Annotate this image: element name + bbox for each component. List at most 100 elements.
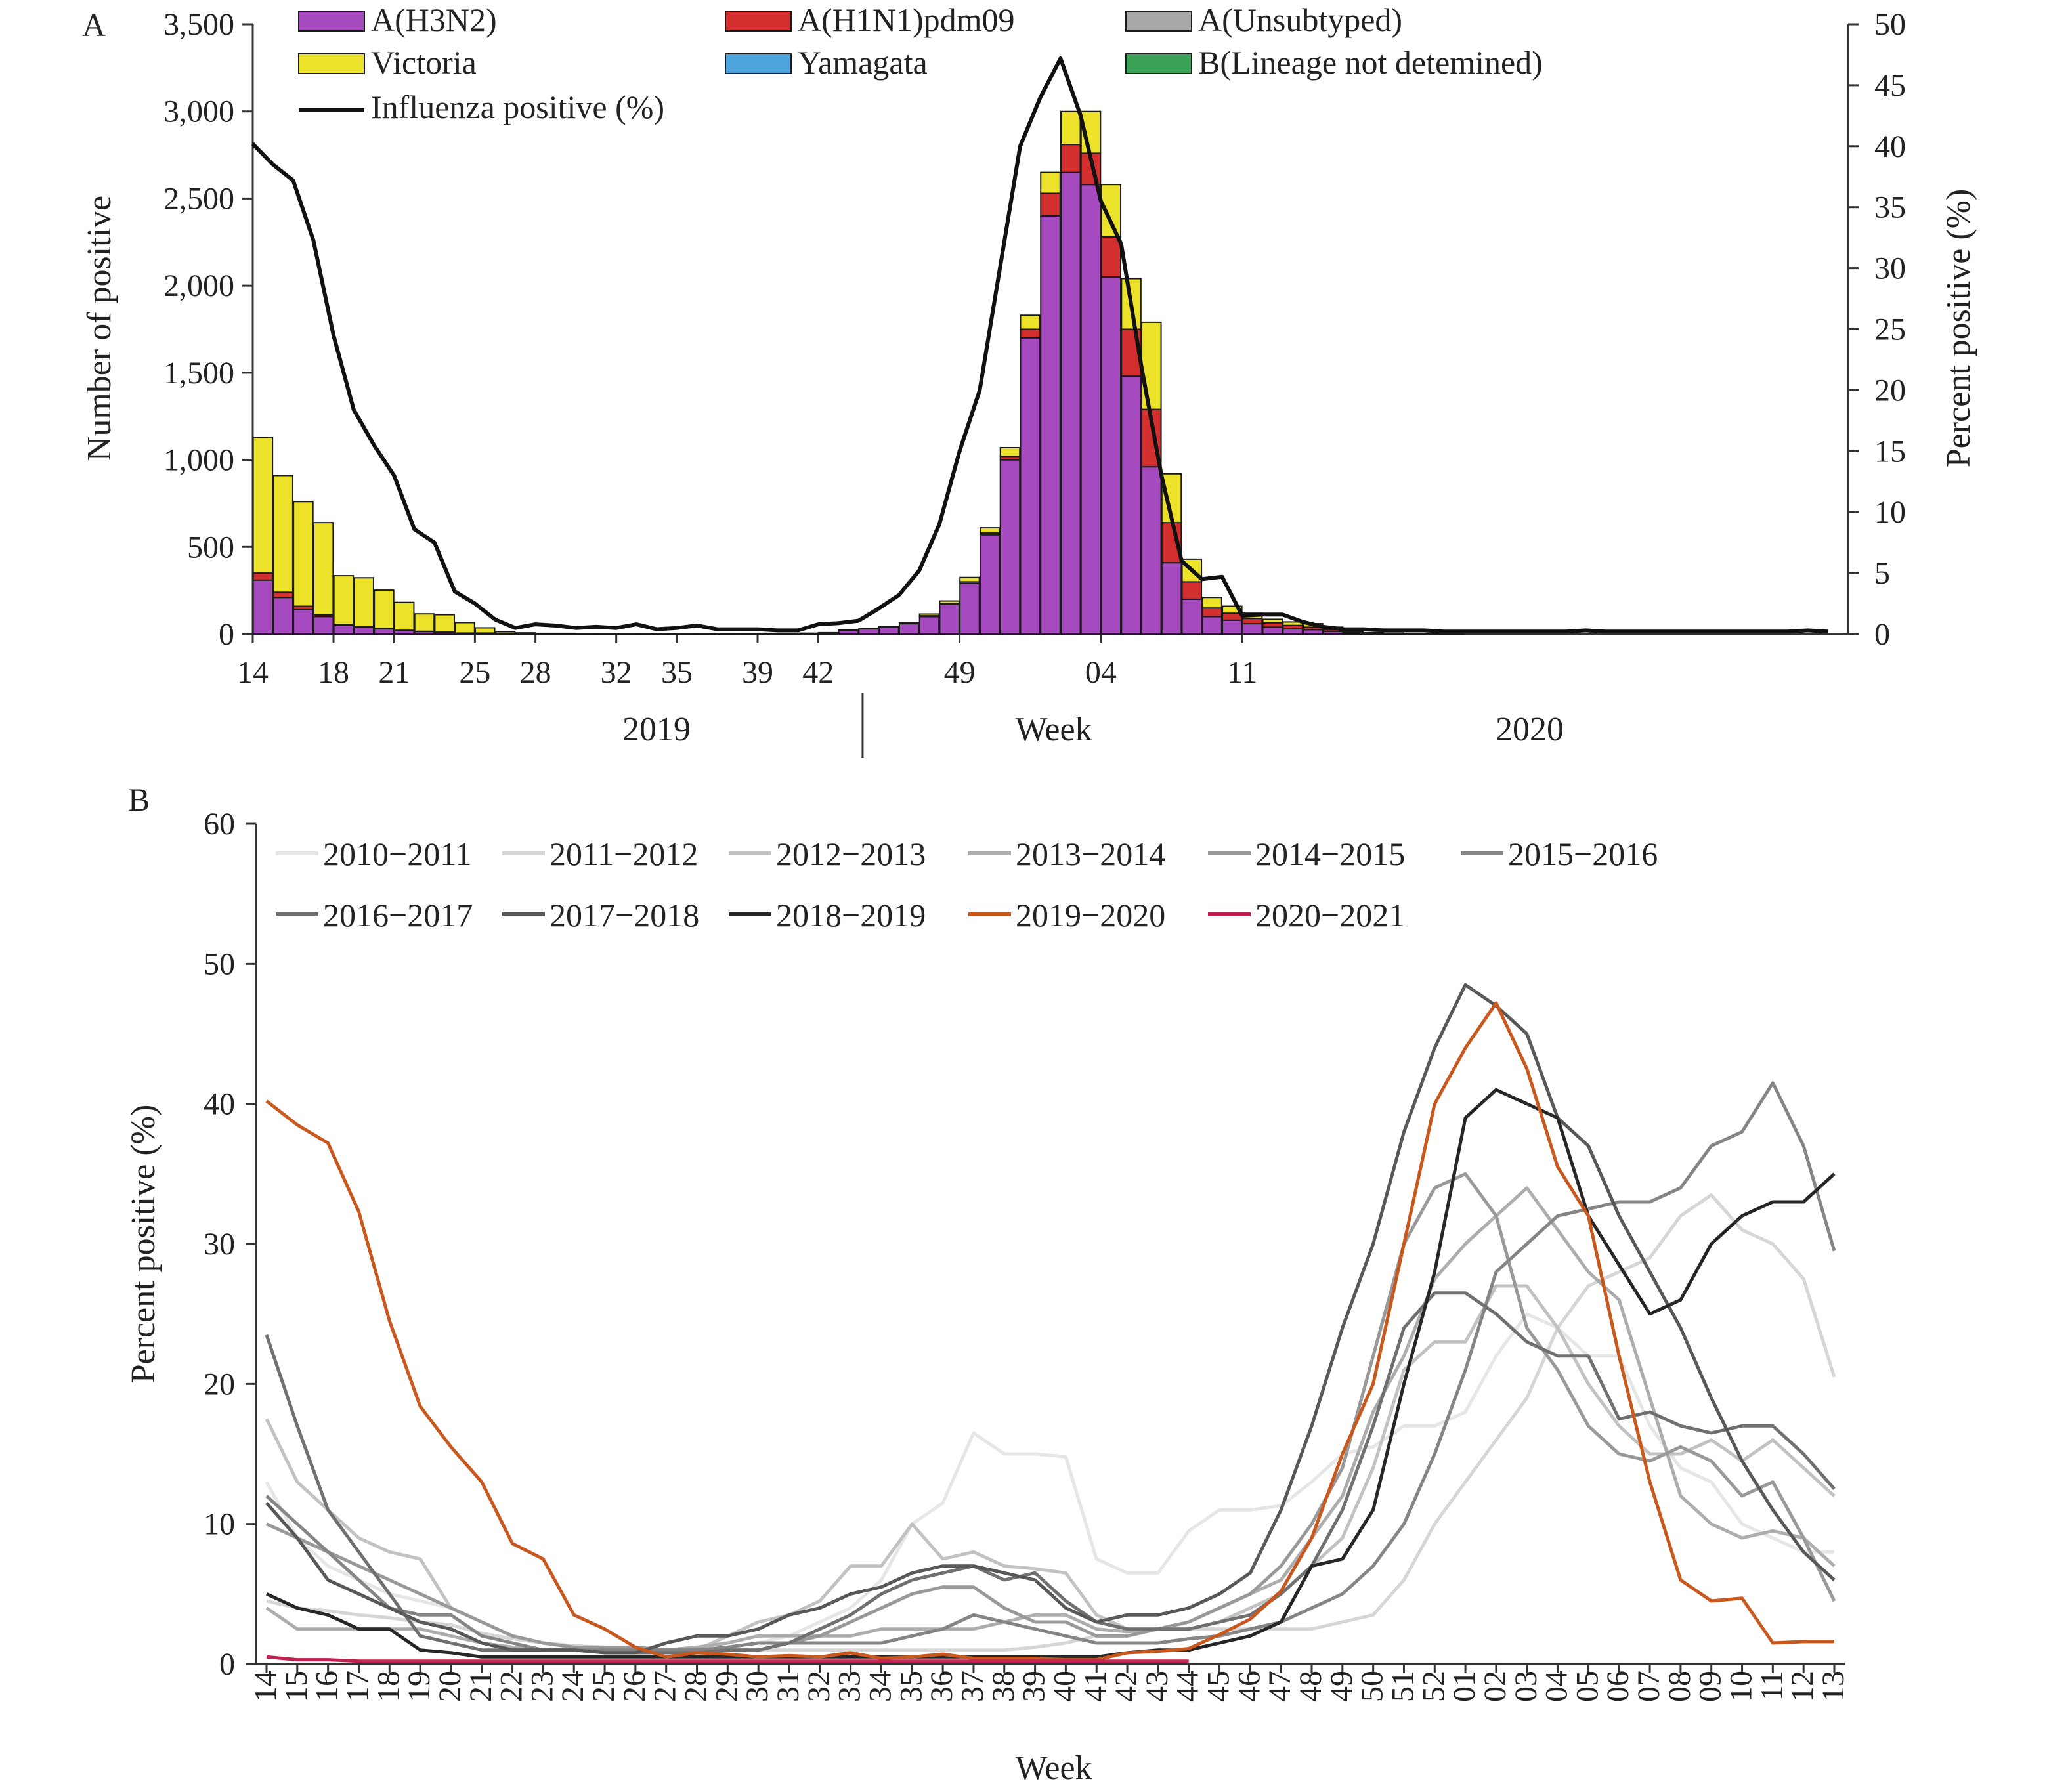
- b-y-axis-title: Percent positive (%): [125, 1105, 162, 1384]
- a-y-tick-label: 3,000: [163, 95, 234, 129]
- chart-a: 0 500 1,000 1,500 2,000 2,500 3,000 3,500 0 5 10 15…: [81, 1, 1977, 758]
- a-bar-segment: [252, 437, 274, 574]
- a-bar-segment: [717, 633, 738, 635]
- a-bar-segment: [858, 628, 879, 635]
- a-bar-segment: [1222, 605, 1243, 614]
- b-x-tick-label: 45: [1201, 1671, 1236, 1702]
- b-x-tick-label: 06: [1601, 1671, 1635, 1702]
- a-bar-segment: [393, 601, 415, 631]
- b-x-tick-label: 28: [679, 1671, 714, 1702]
- a-percent-line: [251, 56, 1828, 634]
- b-legend-label: 2012−2013: [776, 836, 926, 872]
- a-bar-segment: [959, 583, 980, 635]
- a-y2-tick-label: 30: [1874, 251, 1906, 286]
- a-bar-segment: [616, 633, 637, 635]
- b-x-tick-label: 07: [1631, 1671, 1666, 1702]
- b-x-tick-label: 37: [955, 1671, 990, 1702]
- a-bar-segment: [374, 589, 395, 629]
- b-legend-label: 2020−2021: [1255, 897, 1405, 933]
- b-x-tick-label: 51: [1386, 1671, 1421, 1702]
- b-x-tick-label: 52: [1416, 1671, 1451, 1702]
- b-series-line: [265, 1081, 1836, 1652]
- a-bar-segment: [1201, 597, 1222, 609]
- a-bar-segment: [252, 579, 274, 635]
- b-x-tick-label: 18: [371, 1671, 406, 1702]
- b-y-tick-label: 60: [204, 807, 235, 842]
- b-x-tick-label: 12: [1785, 1671, 1820, 1702]
- a-bar-segment: [1100, 276, 1122, 635]
- a-y-tick-label: 2,500: [163, 181, 234, 216]
- a-bar-segment: [555, 632, 576, 635]
- a-bar-segment: [878, 626, 899, 635]
- panel-a-label: A: [82, 7, 106, 43]
- a-bar-segment: [494, 631, 516, 635]
- b-x-tick-label: 02: [1478, 1671, 1513, 1702]
- a-y2-tick-label: 0: [1874, 617, 1890, 652]
- a-bar-segment: [454, 622, 475, 634]
- a-bar-segment: [1020, 337, 1041, 635]
- a-bar-segment: [293, 501, 314, 607]
- a-bar-segment: [434, 614, 455, 633]
- a-bar-segment: [757, 632, 779, 635]
- a-bar-segment: [999, 459, 1021, 635]
- b-x-tick-label: 34: [863, 1671, 898, 1702]
- a-x-axis-title: Week: [1015, 711, 1092, 748]
- a-y2-tick-label: 50: [1874, 7, 1906, 42]
- a-legend-label: A(H1N1)pdm09: [798, 1, 1015, 38]
- a-bar-segment: [999, 446, 1021, 458]
- a-bar-segment: [293, 608, 314, 635]
- a-bar-segment: [1181, 598, 1203, 635]
- a-bar-segment: [272, 591, 293, 599]
- a-legend-swatch: [1125, 53, 1192, 74]
- a-x-tick-label: 35: [661, 655, 693, 690]
- a-legend-swatch: [725, 11, 792, 32]
- a-bar-segment: [898, 623, 920, 635]
- a-y2-tick-label: 40: [1874, 129, 1906, 164]
- a-y-tick-label: 1,000: [163, 443, 234, 478]
- a-x-tick-label: 42: [802, 655, 834, 690]
- b-legend-label: 2018−2019: [776, 897, 926, 933]
- a-bar-segment: [918, 616, 940, 635]
- a-bar-segment: [353, 577, 374, 628]
- b-x-tick-label: 43: [1140, 1671, 1174, 1702]
- chart-b: 0102030405060141516171819202122232425262…: [125, 807, 1851, 1787]
- a-bar-segment: [697, 633, 718, 635]
- b-x-tick-label: 38: [986, 1671, 1021, 1702]
- a-y2-tick-label: 5: [1874, 556, 1890, 591]
- b-series-line: [266, 1655, 1189, 1663]
- b-x-tick-label: 42: [1109, 1671, 1144, 1702]
- a-x-tick-label: 25: [459, 655, 490, 690]
- a-legend-label: B(Lineage not detemined): [1198, 44, 1543, 81]
- a-y-axis-title: Number of positive: [81, 196, 118, 461]
- a-bar-segment: [939, 603, 960, 635]
- a-x-tick-label: 04: [1085, 655, 1117, 690]
- a-x-tick-label: 49: [944, 655, 976, 690]
- b-x-tick-label: 15: [279, 1671, 314, 1702]
- a-bar-segment: [272, 597, 293, 635]
- a-x-tick-label: 21: [378, 655, 410, 690]
- a-x-tick-label: 32: [601, 655, 632, 690]
- a-bar-segment: [1020, 314, 1041, 330]
- a-bar-segment: [1100, 236, 1122, 278]
- b-x-tick-label: 20: [433, 1671, 467, 1702]
- a-y-tick-label: 0: [219, 617, 234, 652]
- b-x-tick-label: 49: [1324, 1671, 1359, 1702]
- a-bar-segment: [1060, 110, 1081, 146]
- b-x-tick-label: 40: [1047, 1671, 1082, 1702]
- b-legend-label: 2013−2014: [1016, 836, 1165, 872]
- b-legend-label: 2017−2018: [549, 897, 699, 933]
- a-bar-segment: [1040, 215, 1061, 635]
- a-bar-segment: [798, 632, 819, 635]
- b-x-tick-label: 33: [832, 1671, 867, 1702]
- b-series-line: [265, 1172, 1836, 1652]
- b-x-tick-label: 14: [248, 1671, 283, 1702]
- a-bar-segment: [737, 633, 758, 635]
- b-series-line: [265, 1001, 1834, 1662]
- a-legend-swatch: [298, 53, 365, 74]
- b-y-tick-label: 30: [204, 1227, 235, 1262]
- a-bar-segment: [333, 575, 355, 626]
- b-legend-label: 2019−2020: [1016, 897, 1165, 933]
- a-legend-label: A(Unsubtyped): [1198, 1, 1402, 38]
- b-y-tick-label: 40: [204, 1087, 235, 1122]
- a-bar-segment: [272, 475, 293, 593]
